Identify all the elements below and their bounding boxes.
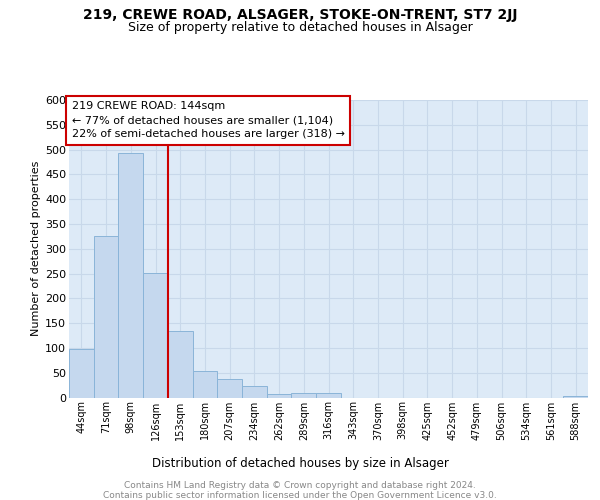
Bar xyxy=(193,371,217,398)
Bar xyxy=(69,350,94,398)
Y-axis label: Number of detached properties: Number of detached properties xyxy=(31,161,41,336)
Text: 219 CREWE ROAD: 144sqm
← 77% of detached houses are smaller (1,104)
22% of semi-: 219 CREWE ROAD: 144sqm ← 77% of detached… xyxy=(71,102,344,140)
Bar xyxy=(316,392,341,398)
Bar xyxy=(143,272,168,398)
Bar xyxy=(242,386,267,398)
Bar xyxy=(292,392,316,398)
Bar xyxy=(168,330,193,398)
Bar xyxy=(217,379,242,398)
Text: Distribution of detached houses by size in Alsager: Distribution of detached houses by size … xyxy=(152,458,448,470)
Bar xyxy=(267,394,292,398)
Text: Contains public sector information licensed under the Open Government Licence v3: Contains public sector information licen… xyxy=(103,491,497,500)
Bar xyxy=(94,236,118,398)
Bar xyxy=(563,396,588,398)
Text: 219, CREWE ROAD, ALSAGER, STOKE-ON-TRENT, ST7 2JJ: 219, CREWE ROAD, ALSAGER, STOKE-ON-TRENT… xyxy=(83,8,517,22)
Bar xyxy=(118,153,143,398)
Text: Contains HM Land Registry data © Crown copyright and database right 2024.: Contains HM Land Registry data © Crown c… xyxy=(124,481,476,490)
Text: Size of property relative to detached houses in Alsager: Size of property relative to detached ho… xyxy=(128,21,472,34)
